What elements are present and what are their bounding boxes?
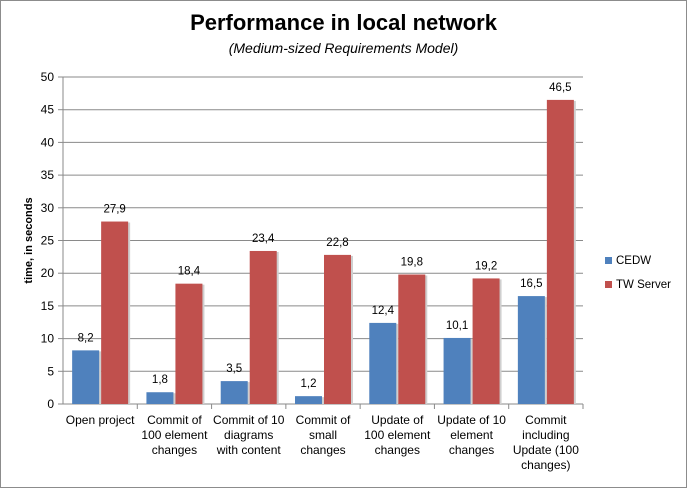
bar-cedw bbox=[295, 396, 322, 404]
x-category-label: changes) bbox=[521, 458, 570, 472]
x-category-label: Commit of bbox=[147, 413, 202, 427]
data-label: 46,5 bbox=[549, 82, 571, 94]
y-tick-label: 15 bbox=[41, 299, 55, 313]
data-label: 19,2 bbox=[475, 260, 497, 272]
y-tick-label: 50 bbox=[41, 70, 55, 84]
data-label: 18,4 bbox=[178, 266, 201, 278]
legend-label: CEDW bbox=[616, 255, 651, 267]
x-category-label: Commit bbox=[525, 413, 567, 427]
x-category-label: Commit of bbox=[296, 413, 351, 427]
legend-swatch bbox=[605, 257, 612, 264]
y-tick-label: 20 bbox=[41, 266, 55, 280]
y-tick-label: 25 bbox=[41, 234, 55, 248]
data-label: 3,5 bbox=[226, 363, 242, 375]
bar-tw-server bbox=[546, 99, 574, 404]
x-category-label: changes bbox=[375, 443, 420, 457]
x-category-label: including bbox=[522, 428, 569, 442]
bar-cedw bbox=[369, 322, 397, 404]
y-tick-label: 0 bbox=[47, 397, 54, 411]
data-label: 19,8 bbox=[401, 257, 423, 269]
data-label: 1,8 bbox=[152, 374, 168, 386]
y-tick-label: 10 bbox=[41, 332, 55, 346]
bar-cedw bbox=[146, 392, 174, 404]
bar-tw-server bbox=[324, 254, 351, 404]
y-axis-title: time, in seconds bbox=[23, 197, 35, 283]
bar-cedw bbox=[72, 350, 100, 404]
legend-label: TW Server bbox=[616, 279, 671, 291]
bar-tw-server bbox=[398, 274, 426, 404]
x-category-label: small bbox=[309, 428, 337, 442]
x-category-label: Update (100 bbox=[513, 443, 579, 457]
chart-subtitle: (Medium-sized Requirements Model) bbox=[228, 40, 459, 56]
data-label: 8,2 bbox=[78, 332, 94, 344]
bar-tw-server bbox=[175, 283, 203, 404]
x-category-label: changes bbox=[300, 443, 345, 457]
x-category-label: Update of bbox=[371, 413, 424, 427]
y-tick-label: 45 bbox=[41, 103, 55, 117]
x-category-label: changes bbox=[449, 443, 494, 457]
bar-cedw bbox=[443, 337, 471, 404]
legend-swatch bbox=[605, 281, 612, 288]
x-category-label: element bbox=[450, 428, 493, 442]
bar-cedw bbox=[220, 381, 248, 404]
x-category-label: 100 element bbox=[141, 428, 208, 442]
x-category-label: 100 element bbox=[364, 428, 431, 442]
bar-tw-server bbox=[249, 250, 277, 404]
data-label: 1,2 bbox=[301, 378, 317, 390]
data-label: 27,9 bbox=[103, 204, 125, 216]
y-tick-label: 35 bbox=[41, 168, 55, 182]
x-category-label: Update of 10 bbox=[437, 413, 506, 427]
x-category-label: changes bbox=[152, 443, 197, 457]
chart-title: Performance in local network bbox=[190, 10, 497, 35]
data-label: 12,4 bbox=[372, 305, 395, 317]
x-category-label: with content bbox=[216, 443, 282, 457]
bar-tw-server bbox=[472, 278, 500, 404]
data-label: 23,4 bbox=[252, 233, 275, 245]
data-label: 10,1 bbox=[446, 320, 468, 332]
y-tick-label: 5 bbox=[47, 364, 54, 378]
y-tick-label: 40 bbox=[41, 135, 55, 149]
bar-cedw bbox=[517, 296, 545, 404]
x-category-label: Commit of 10 bbox=[213, 413, 285, 427]
data-label: 16,5 bbox=[520, 278, 542, 290]
x-category-label: diagrams bbox=[224, 428, 273, 442]
y-tick-label: 30 bbox=[41, 201, 55, 215]
bar-tw-server bbox=[101, 221, 129, 404]
data-label: 22,8 bbox=[326, 237, 348, 249]
x-category-label: Open project bbox=[66, 413, 135, 427]
